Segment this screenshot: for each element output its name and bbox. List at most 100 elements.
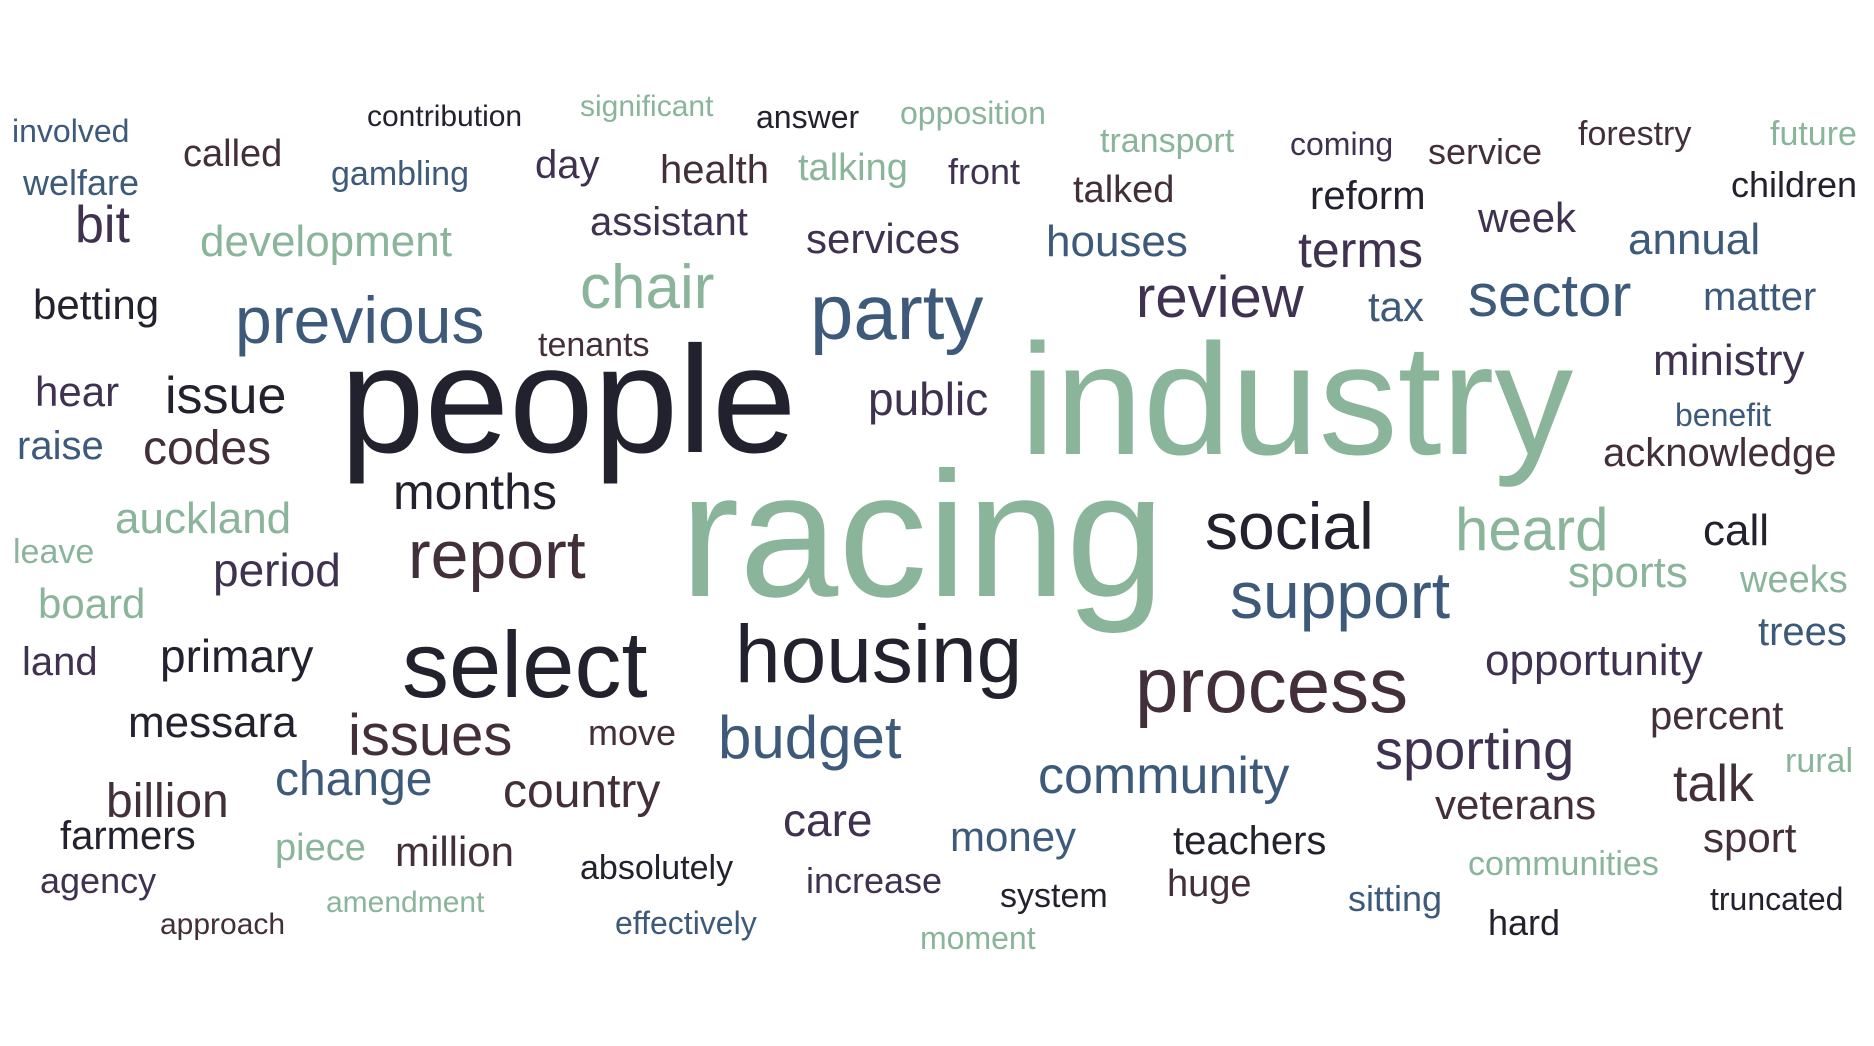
word-billion: billion (106, 775, 229, 828)
word-reform: reform (1310, 174, 1426, 218)
word-forestry: forestry (1578, 115, 1692, 153)
word-previous: previous (235, 283, 485, 357)
word-called: called (183, 133, 283, 175)
word-sport: sport (1703, 814, 1797, 861)
word-money: money (950, 813, 1077, 860)
word-care: care (783, 794, 873, 846)
word-bit: bit (75, 196, 130, 254)
word-talked: talked (1073, 169, 1175, 211)
word-community: community (1038, 747, 1290, 805)
word-approach: approach (160, 908, 286, 941)
word-period: period (213, 544, 341, 596)
word-development: development (200, 217, 452, 266)
word-budget: budget (718, 704, 902, 771)
word-call: call (1703, 506, 1770, 555)
word-involved: involved (12, 113, 130, 149)
word-support: support (1230, 558, 1451, 632)
word-chair: chair (580, 253, 715, 322)
word-sporting: sporting (1375, 718, 1575, 781)
word-week: week (1478, 194, 1577, 241)
word-front: front (948, 151, 1021, 192)
word-hear: hear (35, 368, 120, 415)
word-moment: moment (920, 920, 1036, 956)
word-public: public (868, 373, 989, 425)
word-codes: codes (143, 422, 272, 475)
word-effectively: effectively (615, 905, 757, 941)
word-trees: trees (1758, 610, 1847, 654)
word-terms: terms (1298, 222, 1423, 278)
word-day: day (535, 143, 600, 187)
word-increase: increase (806, 860, 943, 901)
word-social: social (1205, 489, 1374, 563)
word-gambling: gambling (331, 155, 469, 193)
word-sitting: sitting (1348, 878, 1443, 919)
word-agency: agency (40, 860, 157, 901)
word-talking: talking (798, 147, 908, 189)
word-matter: matter (1703, 275, 1817, 319)
word-months: months (393, 464, 557, 520)
word-betting: betting (33, 281, 160, 328)
word-heard: heard (1455, 496, 1609, 563)
word-coming: coming (1290, 126, 1394, 162)
word-health: health (660, 148, 769, 192)
word-housing: housing (735, 609, 1023, 700)
word-change: change (275, 753, 433, 806)
word-huge: huge (1167, 863, 1252, 905)
word-significant: significant (580, 90, 714, 123)
word-review: review (1136, 265, 1304, 330)
word-raise: raise (17, 424, 104, 468)
word-sports: sports (1568, 548, 1688, 597)
word-hard: hard (1488, 902, 1561, 943)
word-houses: houses (1046, 217, 1188, 266)
word-communities: communities (1468, 845, 1659, 883)
word-primary: primary (160, 630, 314, 682)
word-opportunity: opportunity (1485, 636, 1703, 685)
word-tax: tax (1368, 283, 1425, 330)
word-country: country (503, 765, 661, 818)
word-process: process (1135, 641, 1409, 729)
word-board: board (38, 580, 146, 627)
word-land: land (22, 640, 98, 684)
word-amendment: amendment (326, 886, 485, 919)
word-issues: issues (348, 703, 513, 768)
word-party: party (810, 268, 984, 356)
word-future: future (1770, 115, 1857, 153)
word-system: system (1000, 877, 1108, 915)
word-industry: industry (1020, 312, 1574, 488)
word-percent: percent (1650, 694, 1784, 738)
word-auckland: auckland (115, 494, 292, 543)
word-benefit: benefit (1675, 397, 1772, 433)
word-leave: leave (13, 533, 95, 571)
word-farmers: farmers (60, 814, 196, 858)
word-answer: answer (756, 99, 860, 135)
word-acknowledge: acknowledge (1603, 431, 1837, 475)
word-sector: sector (1468, 262, 1632, 329)
word-children: children (1731, 164, 1858, 205)
word-service: service (1428, 131, 1543, 172)
word-ministry: ministry (1653, 336, 1805, 385)
word-welfare: welfare (23, 162, 140, 203)
word-piece: piece (275, 827, 366, 869)
word-services: services (806, 215, 961, 262)
word-assistant: assistant (590, 200, 748, 244)
word-issue: issue (165, 367, 287, 425)
word-tenants: tenants (538, 326, 650, 364)
word-opposition: opposition (900, 95, 1046, 131)
word-rural: rural (1785, 742, 1854, 780)
word-select: select (402, 612, 648, 717)
word-absolutely: absolutely (580, 849, 734, 887)
word-million: million (395, 828, 515, 875)
word-people: people (340, 315, 797, 485)
word-veterans: veterans (1435, 781, 1597, 828)
word-weeks: weeks (1740, 559, 1848, 601)
word-report: report (408, 517, 586, 593)
word-messara: messara (128, 698, 297, 747)
word-transport: transport (1100, 122, 1235, 160)
word-move: move (588, 712, 677, 753)
word-teachers: teachers (1173, 819, 1327, 863)
word-racing: racing (680, 435, 1165, 634)
word-talk: talk (1673, 755, 1754, 813)
word-annual: annual (1628, 215, 1761, 264)
word-contribution: contribution (367, 100, 523, 133)
